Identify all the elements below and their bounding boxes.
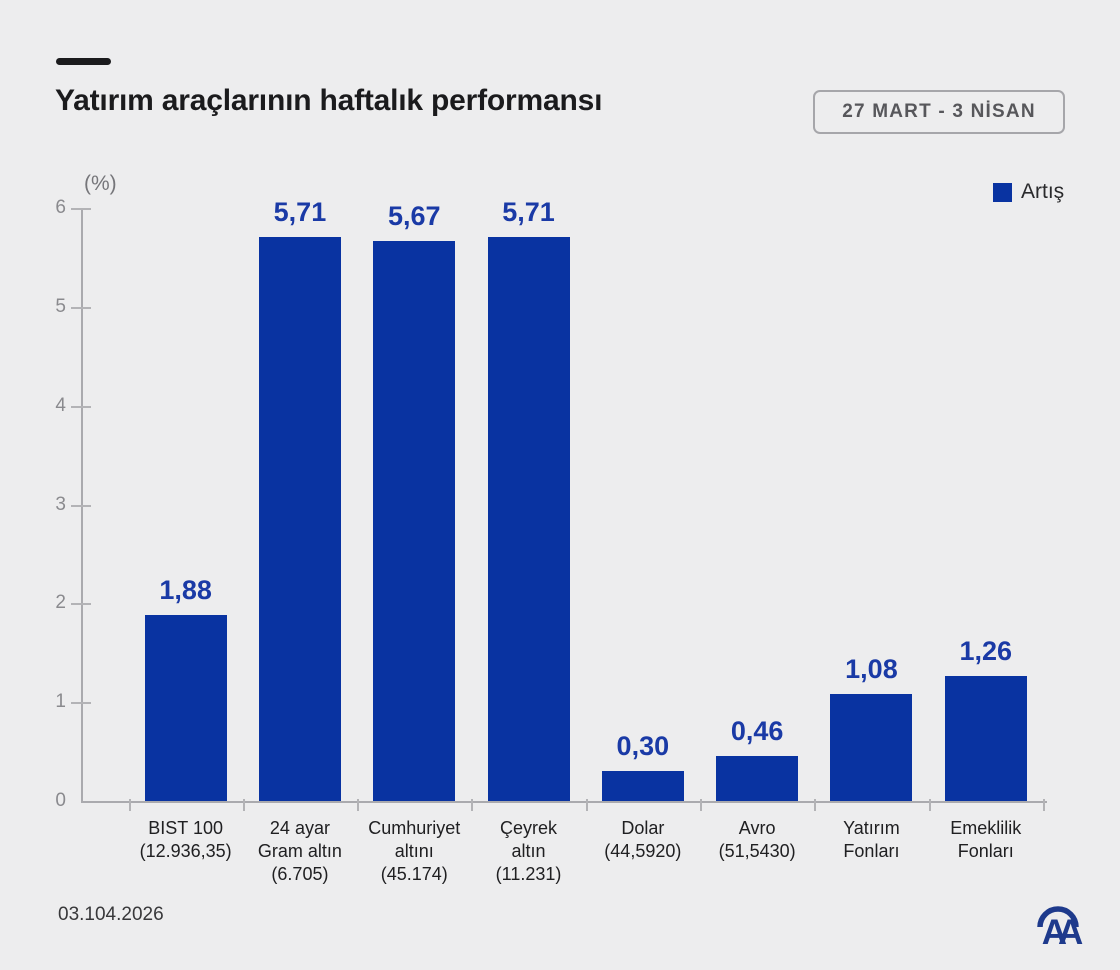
y-axis-unit-label: (%) (84, 172, 117, 195)
x-axis-tick (814, 799, 817, 811)
title-accent-dash (56, 58, 111, 65)
x-axis-tick (700, 799, 702, 811)
y-axis-tick (71, 504, 91, 507)
bar (487, 236, 570, 801)
x-axis-category-label: Çeyrek altın (11.231) (495, 818, 562, 884)
y-axis-tick (71, 306, 91, 309)
date-range-badge: 27 MART - 3 NİSAN (813, 90, 1065, 134)
x-axis-category-label: Dolar (44,5920) (604, 818, 682, 861)
x-axis-tick (585, 799, 588, 811)
y-axis-tick (71, 208, 91, 211)
page-title: Yatırım araçlarının haftalık performansı (55, 84, 603, 117)
x-axis-category-label: BIST 100 (12.936,35) (139, 818, 232, 861)
date-range-label: 27 MART - 3 NİSAN (842, 101, 1036, 122)
bar (944, 676, 1027, 801)
y-axis-tick-label: 4 (55, 394, 66, 416)
x-axis-category-label: 24 ayar Gram altın (6.705) (257, 818, 342, 884)
legend-color-swatch (993, 182, 1012, 202)
x-axis-tick (242, 799, 245, 811)
footer-date: 03.104.2026 (58, 904, 164, 925)
x-axis-tick (928, 799, 931, 811)
y-axis-tick (71, 405, 91, 408)
x-axis-tick (1042, 799, 1045, 811)
y-axis-tick-label: 2 (55, 592, 66, 614)
y-axis-tick-label: 1 (55, 691, 66, 713)
chart-legend: Artış (993, 180, 1064, 204)
y-axis-tick-label: 3 (55, 493, 66, 515)
y-axis-tick-label: 0 (55, 790, 66, 811)
bar (716, 755, 799, 801)
bar (144, 615, 227, 801)
x-axis-tick (471, 799, 474, 811)
y-axis-tick-label: 6 (55, 197, 66, 219)
bar-value-label: 0,46 (730, 715, 784, 746)
bar (258, 236, 341, 801)
aa-agency-logo: AA (1037, 906, 1090, 950)
bar-value-label: 0,30 (616, 731, 670, 762)
legend-label: Artış (1021, 180, 1065, 203)
x-axis-category-label: Yatırım Fonları (843, 818, 900, 861)
bar-value-label: 1,26 (959, 636, 1013, 667)
x-axis-category-label: Avro (51,5430) (718, 818, 796, 861)
bar (830, 694, 913, 801)
y-axis-tick (71, 603, 91, 606)
y-axis-tick-label: 5 (55, 295, 66, 317)
bar (373, 240, 456, 801)
x-axis-line (81, 801, 1047, 803)
y-axis-tick (71, 702, 91, 705)
x-axis-category-label: Emeklilik Fonları (950, 818, 1022, 861)
x-axis-category-label: Cumhuriyet altını (45.174) (368, 818, 461, 884)
bar-value-label: 1,88 (159, 575, 212, 606)
bar-value-label: 1,08 (845, 654, 898, 685)
bar-value-label: 5,71 (502, 196, 555, 227)
bar-value-label: 5,67 (387, 200, 441, 231)
bar (601, 771, 684, 801)
x-axis-tick (357, 799, 360, 811)
x-axis-tick (128, 799, 131, 811)
bar-value-label: 5,71 (273, 196, 327, 227)
